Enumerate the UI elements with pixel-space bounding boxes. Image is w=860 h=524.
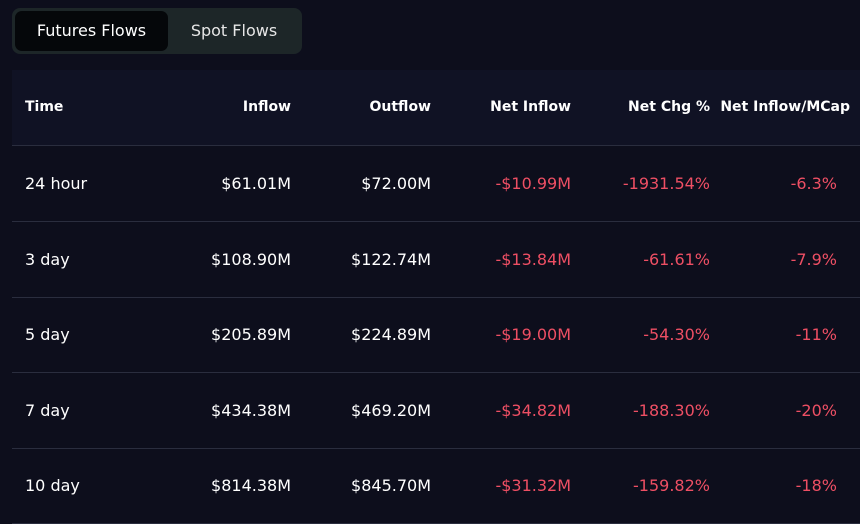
table-cell: 10 day: [25, 476, 80, 495]
futures-tab[interactable]: Futures Flows: [15, 11, 168, 51]
table-row: 24 hour $61.01M $72.00M -$10.99M -1931.54% -6…: [12, 146, 860, 222]
table-cell: -18%: [795, 476, 837, 495]
table-cell: $469.20M: [351, 400, 431, 420]
table-cell: -$34.82M: [495, 400, 571, 420]
table-row: 7 day $434.38M $469.20M -$34.82M -188.30% -20…: [12, 373, 860, 449]
table-cell: $72.00M: [361, 174, 431, 193]
flows-table: Time Inflow Outflow Net Inflow Net Chg % Net …: [12, 70, 860, 524]
table-cell: -7.9%: [790, 249, 837, 269]
table-row: 3 day $108.90M $122.74M -$13.84M -61.61% -7.9…: [12, 222, 860, 298]
table-cell: $224.89M: [351, 325, 431, 344]
column-header: Inflow: [242, 99, 291, 115]
table-cell: 3 day: [25, 249, 70, 269]
table-cell: -20%: [795, 400, 837, 420]
table-cell: -54.30%: [643, 325, 710, 344]
column-header: Outflow: [369, 99, 432, 115]
table-cell: $845.70M: [351, 476, 431, 495]
table-cell: 7 day: [25, 400, 70, 420]
table-cell: -1931.54%: [622, 174, 710, 193]
column-header: Net Inflow/MCap: [720, 99, 850, 115]
spot-tab[interactable]: Spot Flows: [190, 21, 278, 40]
table-cell: $122.74M: [351, 249, 431, 269]
table-cell: 5 day: [25, 325, 70, 344]
table-cell: -6.3%: [790, 174, 837, 193]
column-header: Net Chg %: [628, 99, 710, 115]
table-cell: -11%: [795, 325, 837, 344]
table-row: 10 day $814.38M $845.70M -$31.32M -159.82% -1…: [12, 448, 860, 524]
table-cell: $814.38M: [211, 476, 291, 495]
table-cell: $434.38M: [211, 400, 291, 420]
header-row: Time Inflow Outflow Net Inflow Net Chg % Net …: [12, 70, 860, 146]
column-header: Net Inflow: [490, 99, 571, 115]
table-cell: $61.01M: [221, 174, 291, 193]
table-cell: $205.89M: [211, 325, 291, 344]
table-row: 5 day $205.89M $224.89M -$19.00M -54.30% -11%: [12, 297, 860, 373]
column-header: Time: [25, 99, 64, 115]
table-cell: -188.30%: [633, 400, 710, 420]
table-cell: -$19.00M: [495, 325, 571, 344]
table-cell: -159.82%: [633, 476, 710, 495]
table-cell: 24 hour: [25, 174, 88, 193]
table-cell: -$13.84M: [495, 249, 571, 269]
tab-switch: Futures Flows Spot Flows: [12, 8, 302, 54]
table-cell: $108.90M: [211, 249, 291, 269]
table-cell: -61.61%: [643, 249, 710, 269]
table-cell: -$10.99M: [495, 174, 571, 193]
table-cell: -$31.32M: [495, 476, 571, 495]
